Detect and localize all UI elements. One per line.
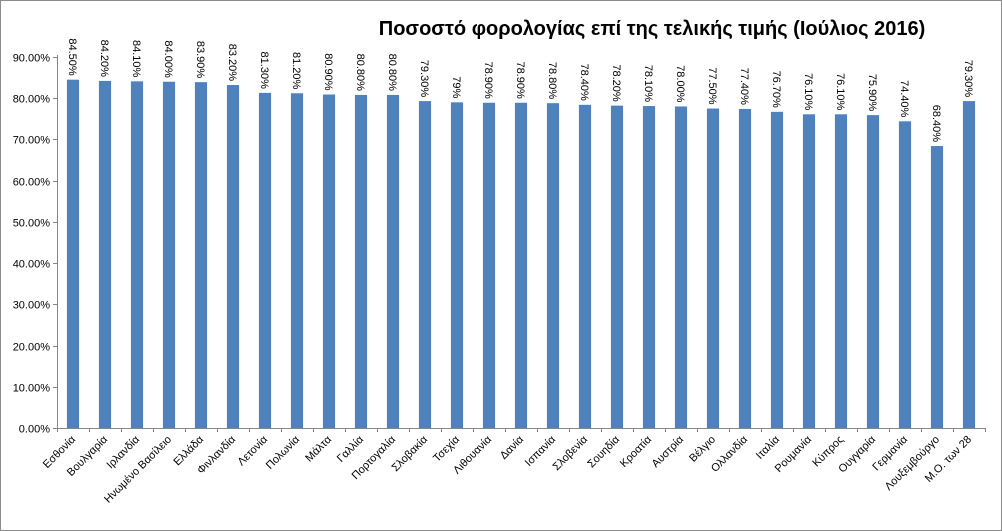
data-label: 79.30% [962,60,974,98]
data-label: 78.00% [674,65,686,103]
y-tick-label: 50.00% [13,218,51,230]
y-tick-label: 40.00% [13,259,51,271]
bar [162,81,176,428]
category-label: Σλοβακία [390,433,431,474]
data-label: 76.70% [770,71,782,109]
data-label: 75.90% [866,74,878,112]
category-label: Σλοβενία [551,433,591,473]
category-label: Ιταλία [754,433,783,462]
data-label: 84.50% [66,38,78,76]
y-tick-label: 20.00% [13,342,51,354]
bar [482,102,496,428]
bar [130,81,144,428]
data-label: 74.40% [898,80,910,118]
bar [226,85,240,428]
data-label: 78.90% [482,61,494,99]
data-label: 76.10% [834,73,846,111]
data-label: 83.90% [194,41,206,79]
data-label: 78.80% [546,62,558,100]
data-label: 79.30% [418,60,430,98]
data-label: 79% [450,76,462,98]
bar [962,101,976,429]
y-tick-label: 80.00% [13,94,51,106]
bar [738,108,752,428]
bar [642,106,656,429]
data-label: 78.40% [578,64,590,102]
bar [578,104,592,428]
y-tick-label: 60.00% [13,177,51,189]
bar [290,93,304,428]
bar [98,80,112,428]
data-label: 84.20% [98,40,110,78]
data-label: 77.40% [738,68,750,106]
bar [674,106,688,428]
data-label: 81.20% [290,52,302,90]
bar [866,115,880,429]
y-tick-label: 0.00% [19,424,50,436]
category-label: Κροατία [618,433,655,470]
data-label: 80.90% [322,53,334,91]
category-label: Βέλγιο [687,434,718,465]
category-label: Αυστρία [650,433,687,470]
bar [834,114,848,429]
category-label: Δανία [498,433,527,462]
bar [514,102,528,428]
bar [354,94,368,429]
data-labels: 84.50% 84.20% 84.10% 84.00% 83.90% 83.20% 81.3… [66,38,974,142]
category-label: Σουηδία [585,433,622,470]
bar [66,79,80,429]
data-label: 84.10% [130,40,142,78]
bar [258,92,272,429]
y-tick-label: 10.00% [13,383,51,395]
bar [450,102,464,428]
data-label: 81.30% [258,52,270,90]
bar [930,146,944,429]
data-label: 80.80% [386,54,398,92]
data-label: 78.10% [642,65,654,103]
data-label: 78.90% [514,61,526,99]
bars [66,79,976,429]
data-label: 76.10% [802,73,814,111]
y-tick-label: 70.00% [13,135,51,147]
bar [706,108,720,428]
data-label: 68.40% [930,105,942,143]
bar [386,94,400,429]
category-label: Πολωνία [264,433,303,472]
data-label: 77.50% [706,67,718,105]
data-label: 83.20% [226,44,238,82]
bar [194,82,208,429]
bar [546,103,560,429]
y-tick-label: 30.00% [13,300,51,312]
chart-title: Ποσοστό φορολογίας επί της τελικής τιμής… [379,18,926,40]
bar [418,101,432,429]
bar [898,121,912,428]
data-label: 78.20% [610,64,622,102]
y-axis: 0.00% 10.00% 20.00% 30.00% 40.00% 50.00% 60.00… [13,53,58,436]
bar [322,94,336,428]
bar [770,111,784,428]
y-tick-label: 90.00% [13,53,51,65]
bar [610,105,624,428]
category-label: Τσεχία [431,433,462,464]
data-label: 80.80% [354,54,366,92]
bar [802,114,816,429]
data-label: 84.00% [162,40,174,78]
category-label: Μάλτα [303,433,334,464]
